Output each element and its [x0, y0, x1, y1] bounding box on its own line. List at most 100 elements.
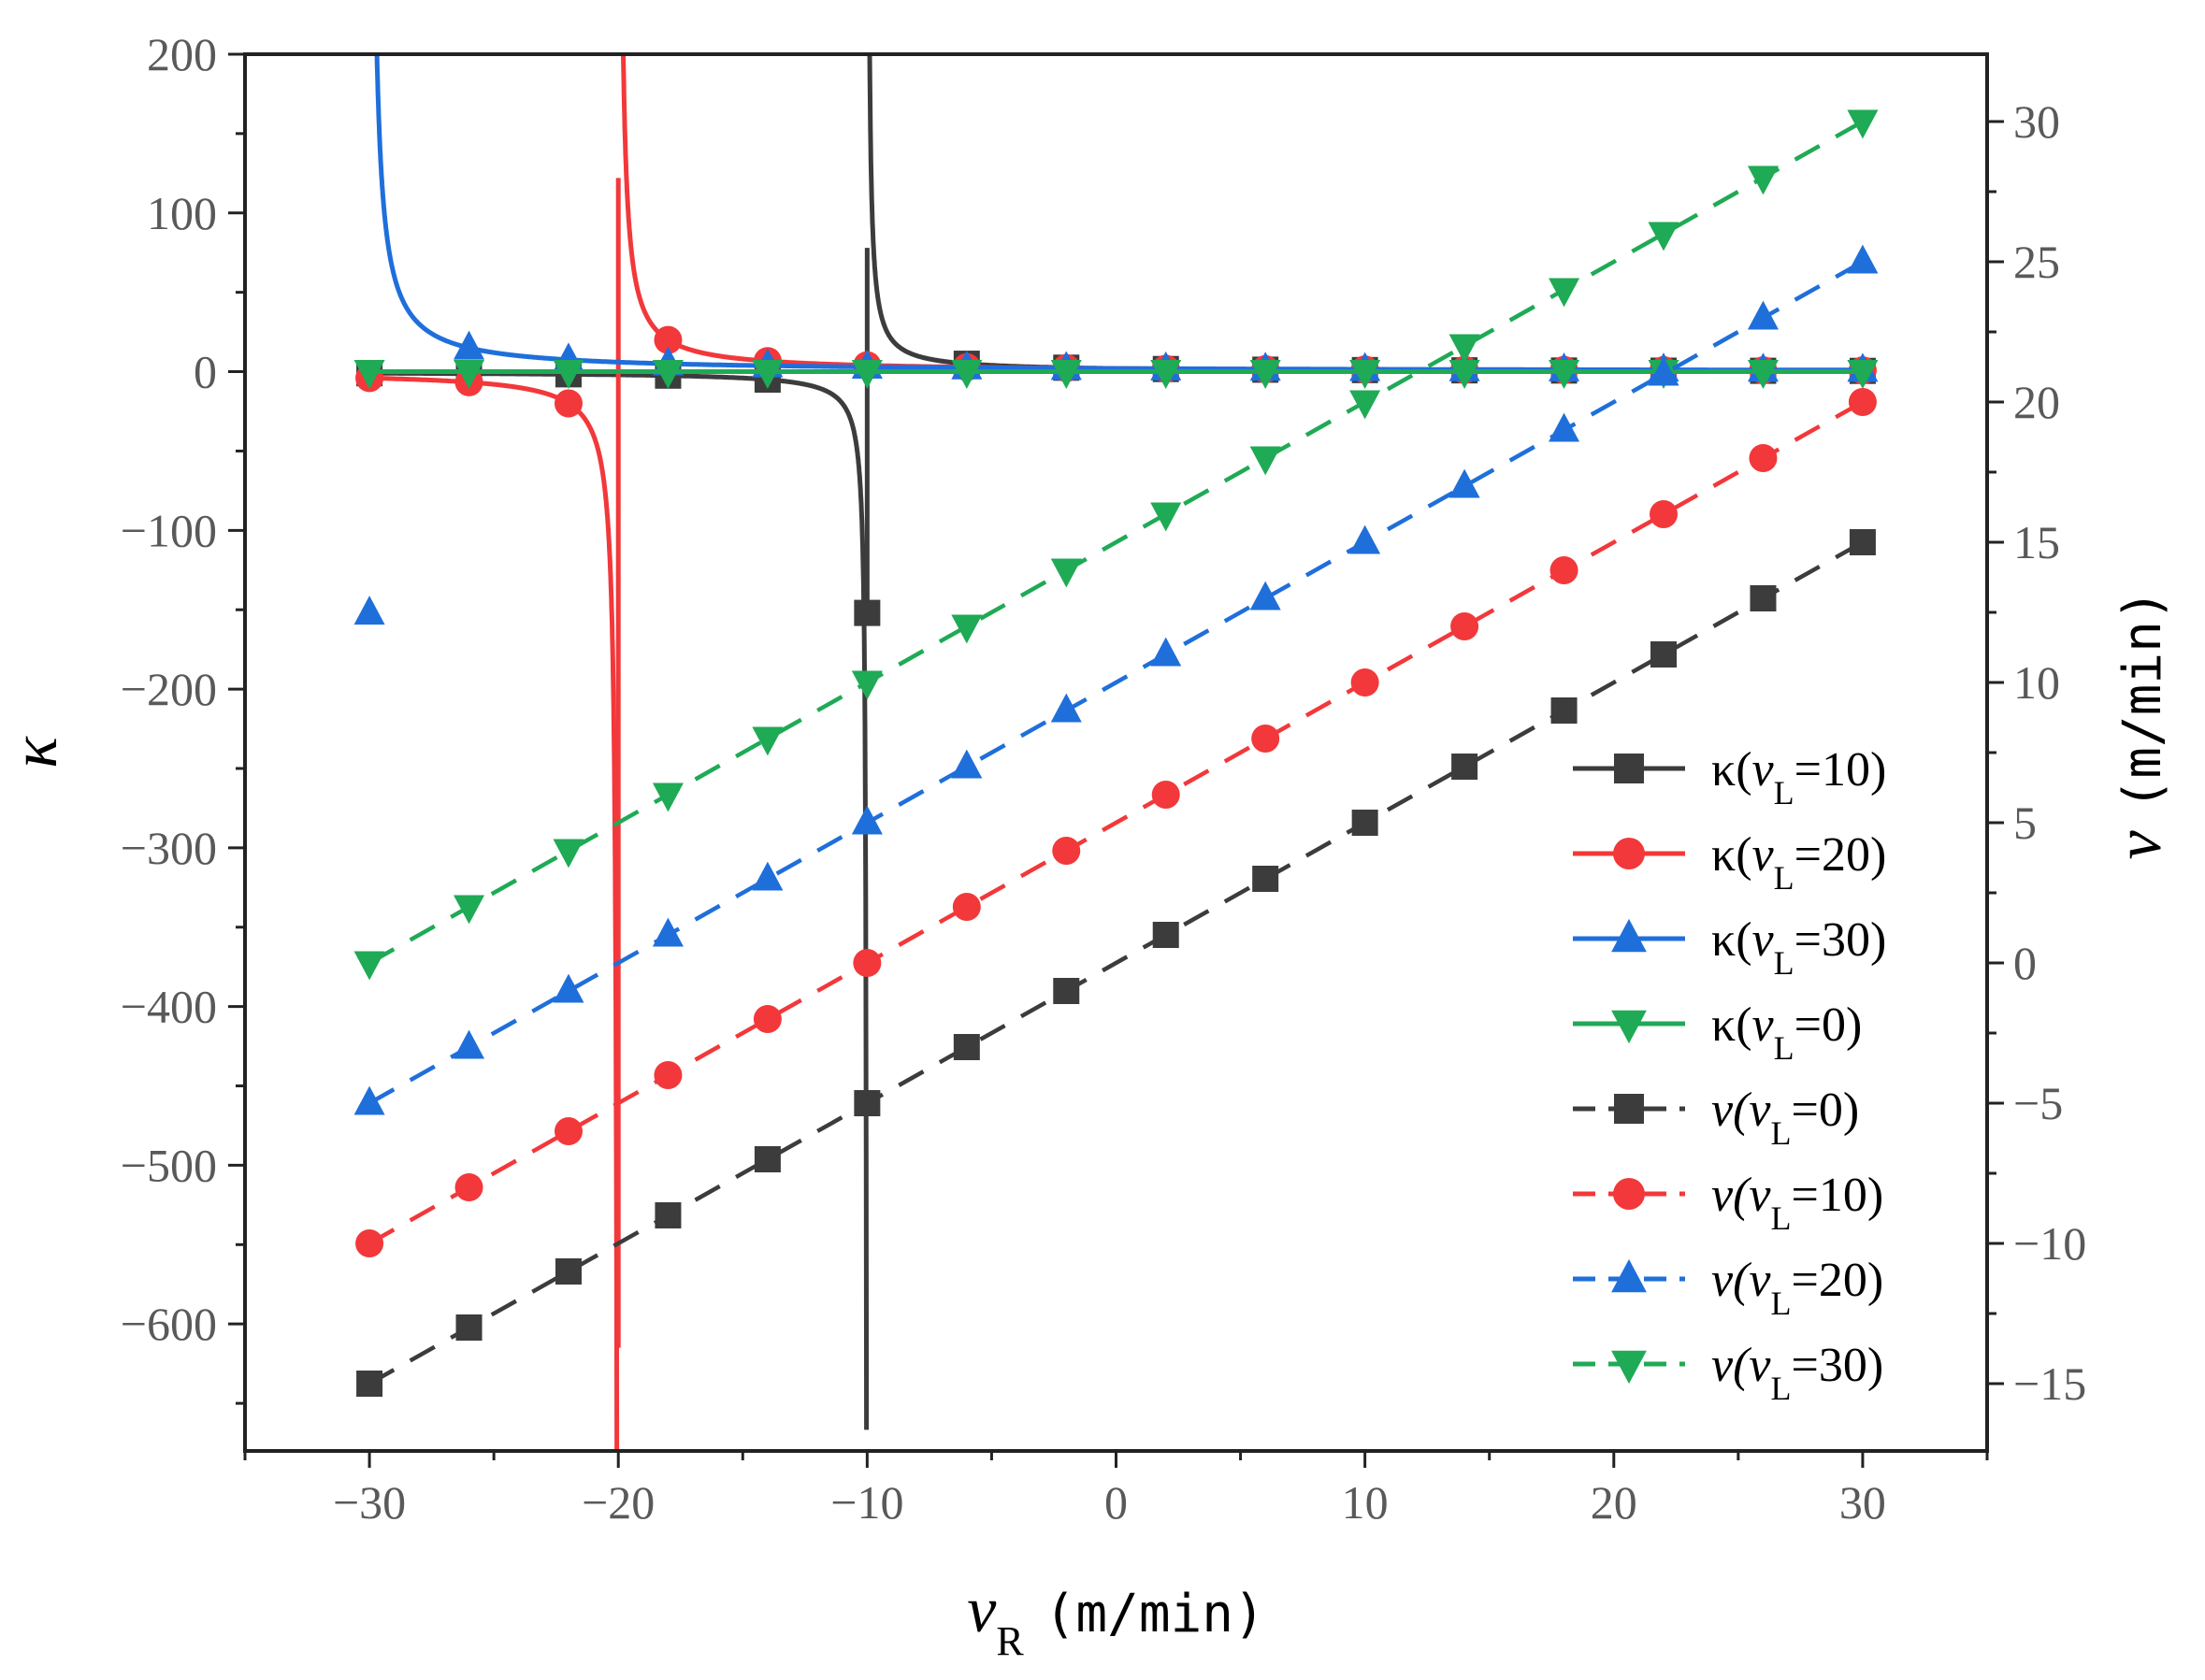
data-point — [1450, 612, 1479, 640]
series-line — [368, 400, 1865, 1245]
y-right-axis-title: v (m/min) — [2103, 589, 2175, 859]
data-point — [554, 389, 583, 418]
legend-label-prefix: v( — [1711, 1084, 1751, 1137]
data-point — [752, 861, 784, 891]
data-point — [1249, 581, 1281, 610]
x-tick-label: 20 — [1591, 1476, 1637, 1529]
data-point — [851, 670, 883, 700]
legend-label-var: v — [1752, 913, 1775, 967]
legend-label: κ(vL=20) — [1711, 828, 1886, 897]
series-κ(vL=10) — [356, 54, 1876, 1430]
legend-label-sub: L — [1771, 1199, 1792, 1237]
data-point — [1747, 360, 1779, 389]
axis-titles: vR (m/min)κv(m/min) — [0, 589, 2175, 1663]
data-point — [1249, 360, 1281, 389]
x-axis-title-unit: (m/min) — [1045, 1584, 1265, 1644]
data-point — [652, 360, 684, 389]
data-point — [1052, 837, 1081, 865]
y-right-tick-label: 15 — [2013, 516, 2060, 568]
legend-item: κ(vL=10) — [1573, 743, 1886, 811]
legend-label: κ(vL=10) — [1711, 743, 1886, 811]
data-point — [1749, 444, 1778, 472]
data-point — [1549, 412, 1580, 442]
data-point — [554, 1117, 583, 1145]
legend-label-value: =10) — [1792, 1169, 1884, 1222]
data-point — [1650, 500, 1679, 528]
y-right-tick-label: −15 — [2013, 1357, 2086, 1410]
data-point — [1747, 300, 1779, 330]
data-point — [1349, 360, 1381, 389]
data-point — [356, 1371, 383, 1397]
y-left-tick-label: −500 — [121, 1139, 217, 1191]
data-point — [1549, 556, 1578, 584]
legend-swatch-marker — [1611, 1258, 1647, 1293]
legend-label: v(vL=30) — [1711, 1339, 1883, 1407]
legend-item: v(vL=30) — [1573, 1339, 1883, 1407]
legend-label-sub: L — [1771, 1370, 1792, 1407]
y-right-tick-label: 5 — [2013, 797, 2037, 849]
legend-label: κ(vL=30) — [1711, 913, 1886, 982]
data-point — [1050, 360, 1082, 389]
data-point — [1050, 693, 1082, 723]
data-point — [1648, 222, 1679, 251]
legend-label: v(vL=10) — [1711, 1169, 1883, 1237]
data-point — [1451, 754, 1478, 780]
data-point — [1053, 978, 1080, 1004]
data-point — [754, 1146, 781, 1172]
legend-label-prefix: v( — [1711, 1254, 1751, 1307]
legend-label-prefix: v( — [1711, 1339, 1751, 1392]
data-point — [1550, 697, 1578, 724]
legend-label-var: v — [1749, 1084, 1771, 1137]
data-point — [1351, 810, 1378, 836]
legend-item: v(vL=10) — [1573, 1169, 1883, 1237]
legend-label-sub: L — [1774, 859, 1794, 897]
data-point — [454, 1029, 485, 1059]
data-point — [1151, 781, 1180, 809]
data-point — [655, 1202, 682, 1228]
legend-label-var: v — [1752, 828, 1775, 882]
data-point — [1848, 388, 1877, 416]
y-left-tick-label: 200 — [147, 28, 217, 80]
series-line — [368, 120, 1865, 965]
data-point — [752, 726, 784, 756]
y-left-tick-label: −600 — [121, 1298, 217, 1350]
legend-item: κ(vL=20) — [1573, 828, 1886, 897]
data-point — [1847, 244, 1879, 274]
data-point — [1549, 278, 1580, 308]
data-point — [353, 951, 385, 981]
legend-label-value: =30) — [1792, 1339, 1884, 1392]
data-point — [951, 360, 983, 389]
data-point — [854, 1090, 881, 1116]
x-axis-title-var: v — [967, 1574, 997, 1646]
data-point — [353, 360, 385, 389]
data-point — [851, 805, 883, 835]
data-point — [1747, 165, 1779, 195]
data-point — [1349, 390, 1381, 420]
data-point — [454, 360, 485, 389]
y-right-tick-label: 20 — [2013, 376, 2060, 428]
data-point — [555, 1258, 582, 1285]
legend-label-var: v — [1749, 1169, 1771, 1222]
data-point — [853, 949, 882, 977]
x-axis-title: vR (m/min) — [967, 1574, 1264, 1664]
legend-swatch-marker — [1611, 1350, 1647, 1385]
legend-label-var: v — [1752, 998, 1775, 1052]
legend-item: κ(vL=0) — [1573, 998, 1862, 1067]
data-point — [353, 1085, 385, 1115]
data-point — [454, 1173, 483, 1201]
x-tick-label: 10 — [1342, 1476, 1389, 1529]
legend-item: κ(vL=30) — [1573, 913, 1886, 982]
data-point — [1150, 637, 1182, 667]
legend-label-var: v — [1752, 743, 1775, 797]
legend-item: v(vL=0) — [1573, 1084, 1859, 1152]
y-left-tick-label: −300 — [121, 822, 217, 874]
data-point — [1249, 446, 1281, 476]
legend-label-sub: L — [1774, 774, 1794, 811]
data-point — [652, 783, 684, 812]
y-right-tick-label: −10 — [2013, 1217, 2086, 1270]
data-point — [654, 1061, 683, 1089]
y-left-tick-label: −200 — [121, 663, 217, 715]
y-left-tick-label: 0 — [194, 346, 217, 398]
legend-label: v(vL=0) — [1711, 1084, 1859, 1152]
